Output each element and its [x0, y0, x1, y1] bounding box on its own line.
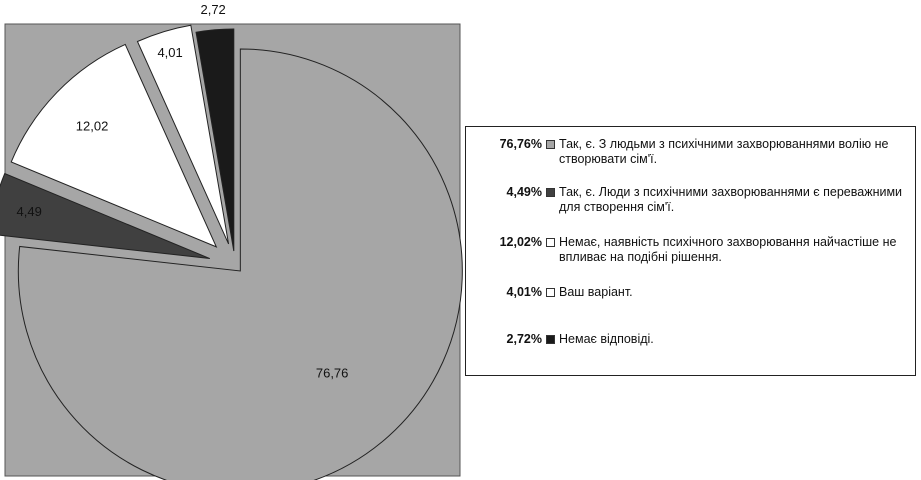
legend-percent: 76,76% — [499, 137, 542, 151]
slice-data-label: 12,02 — [76, 118, 109, 133]
legend-percent: 4,01% — [506, 285, 542, 299]
legend-label: Немає, наявність психічного захворювання… — [559, 235, 897, 264]
slice-white-large — [10, 43, 218, 248]
legend-swatch-gray — [546, 140, 555, 149]
slice-main — [17, 48, 463, 480]
legend-item: 4,49% Так, є. Люди з психічними захворюв… — [476, 185, 907, 215]
legend-percent: 12,02% — [499, 235, 542, 249]
legend-item: 2,72% Немає відповіді. — [476, 332, 907, 347]
legend-swatch-dark — [546, 188, 555, 197]
legend: 76,76% Так, є. З людьми з психічними зах… — [465, 126, 916, 376]
slice-data-label: 4,49 — [17, 204, 42, 219]
slice-data-label: 4,01 — [157, 45, 182, 60]
legend-percent: 4,49% — [506, 185, 542, 199]
legend-swatch-white — [546, 238, 555, 247]
legend-percent: 2,72% — [506, 332, 542, 346]
legend-item: 76,76% Так, є. З людьми з психічними зах… — [476, 137, 907, 167]
slice-black — [195, 28, 235, 252]
legend-label: Так, є. З людьми з психічними захворюван… — [559, 137, 889, 166]
legend-label: Так, є. Люди з психічними захворюваннями… — [559, 185, 903, 214]
legend-swatch-white — [546, 288, 555, 297]
legend-label: Ваш варіант. — [559, 285, 633, 299]
slice-data-label: 2,72 — [200, 2, 225, 17]
legend-swatch-black — [546, 335, 555, 344]
slice-data-label: 76,76 — [316, 366, 349, 381]
legend-item: 12,02% Немає, наявність психічного захво… — [476, 235, 907, 265]
legend-label: Немає відповіді. — [559, 332, 654, 346]
legend-item: 4,01% Ваш варіант. — [476, 285, 907, 300]
slice-dark — [0, 172, 211, 260]
slice-white-small — [136, 24, 230, 245]
